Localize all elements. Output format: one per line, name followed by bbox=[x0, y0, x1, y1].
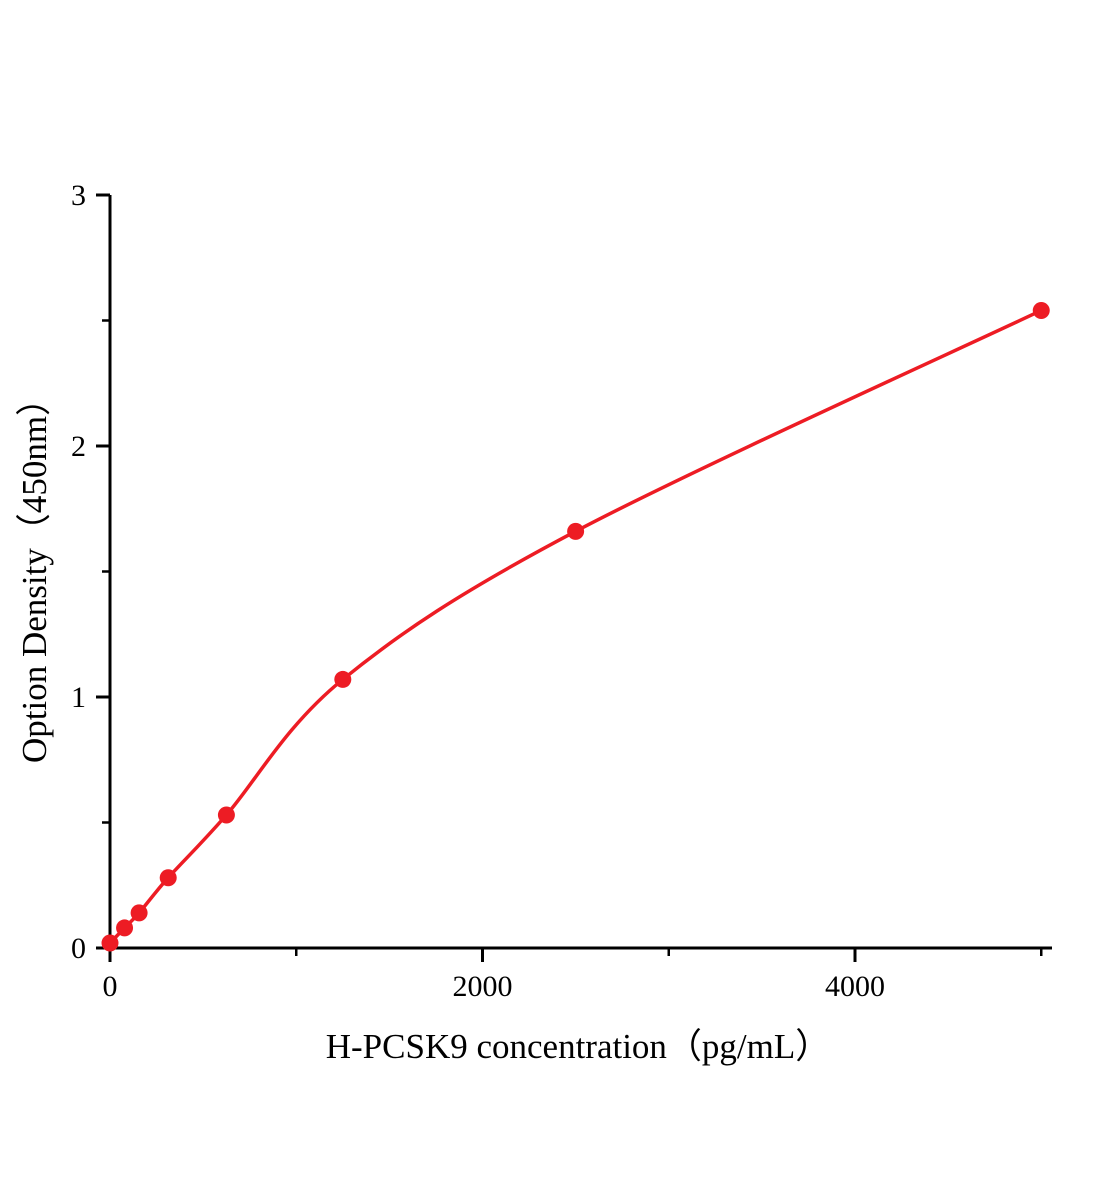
data-point bbox=[567, 522, 585, 540]
y-tick-label: 2 bbox=[71, 430, 86, 463]
plot-generated-content: 0 2000 4000 0 1 2 3 bbox=[71, 179, 1052, 1003]
data-point bbox=[217, 806, 235, 824]
x-tick-label: 4000 bbox=[825, 970, 885, 1003]
y-axis-label: Option Density（450nm） bbox=[15, 381, 54, 763]
x-tick-label: 0 bbox=[103, 970, 118, 1003]
x-tick-label: 2000 bbox=[453, 970, 513, 1003]
x-axis-label: H-PCSK9 concentration（pg/mL） bbox=[326, 1027, 831, 1066]
data-point bbox=[334, 670, 352, 688]
data-point bbox=[159, 869, 177, 887]
data-point bbox=[116, 919, 134, 937]
fit-curve bbox=[108, 308, 1043, 945]
data-point bbox=[1032, 301, 1050, 319]
y-tick-label: 1 bbox=[71, 681, 86, 714]
y-tick-label: 3 bbox=[71, 179, 86, 212]
data-point bbox=[101, 934, 119, 952]
y-tick-label: 0 bbox=[71, 932, 86, 965]
data-point bbox=[130, 904, 148, 922]
